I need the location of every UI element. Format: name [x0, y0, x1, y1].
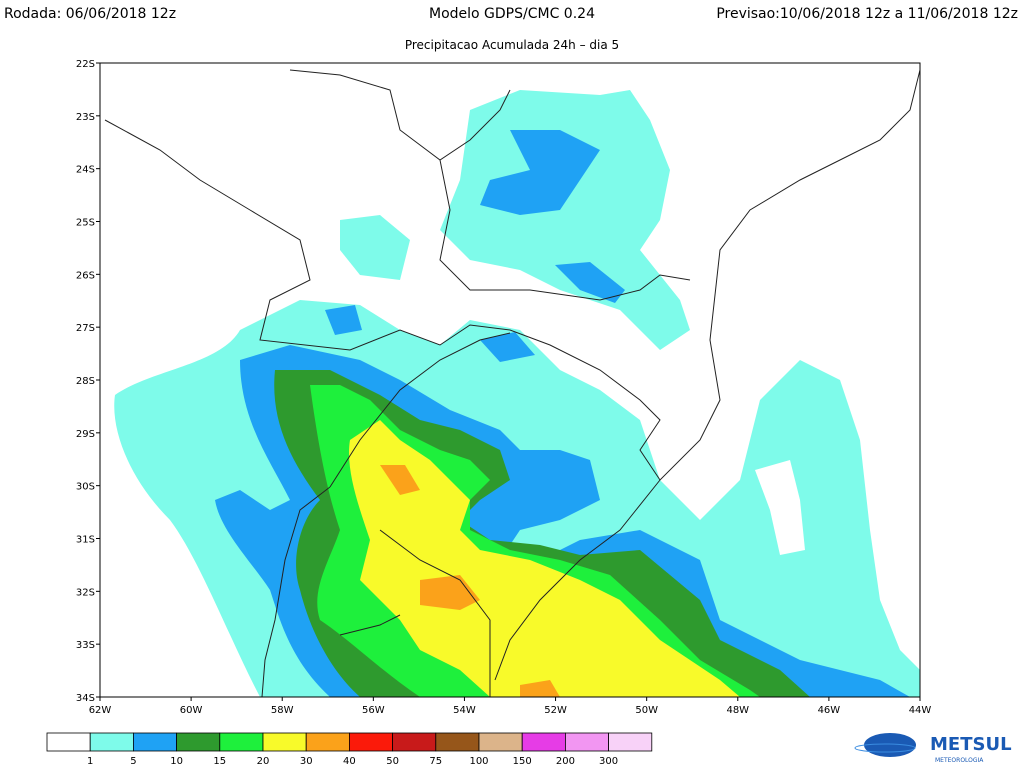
subtitle: Precipitacao Acumulada 24h – dia 5	[405, 38, 619, 52]
precip-field	[104, 69, 920, 697]
colorbar-label: 1	[87, 756, 93, 767]
colorbar: 1 5 10 15 20 30 40 50 75 100 150 200 300	[46, 732, 653, 767]
borders	[104, 69, 920, 697]
lat-label: 27S	[76, 323, 95, 334]
colorbar-label: 15	[213, 756, 226, 767]
colorbar-label: 100	[469, 756, 488, 767]
lat-label: 32S	[76, 587, 95, 598]
colorbar-swatch	[521, 732, 566, 752]
lat-label: 26S	[76, 270, 95, 281]
logo-ring	[854, 743, 916, 753]
precip-area	[755, 460, 805, 555]
lat-label: 25S	[76, 218, 95, 229]
run-label: Rodada: 06/06/2018 12z	[4, 6, 176, 22]
logo: METSUL METEOROLOGIA	[854, 733, 1012, 764]
colorbar-swatch	[478, 732, 523, 752]
colorbar-swatch	[392, 732, 437, 752]
colorbar-swatch	[565, 732, 610, 752]
colorbar-label: 150	[513, 756, 532, 767]
colorbar-label: 30	[300, 756, 313, 767]
precip-area	[480, 332, 535, 362]
colorbar-swatch	[176, 732, 221, 752]
lon-label: 60W	[180, 705, 203, 716]
precip-area	[420, 575, 480, 610]
lon-label: 62W	[89, 705, 112, 716]
colorbar-label: 50	[386, 756, 399, 767]
colorbar-swatch	[132, 732, 177, 752]
lon-label: 56W	[362, 705, 385, 716]
lat-label: 33S	[76, 640, 95, 651]
model-label: Modelo GDPS/CMC 0.24	[429, 6, 595, 22]
colorbar-label: 300	[599, 756, 618, 767]
colorbar-swatch	[89, 732, 134, 752]
precip-area	[349, 420, 740, 697]
lon-label: 50W	[635, 705, 658, 716]
colorbar-swatch	[305, 732, 350, 752]
lon-label: 46W	[818, 705, 841, 716]
lat-label: 31S	[76, 535, 95, 546]
axes: 22S23S24S25S26S27S28S29S30S31S32S33S34S6…	[76, 59, 931, 716]
colorbar-swatch	[219, 732, 264, 752]
lon-label: 54W	[453, 705, 476, 716]
colorbar-swatch	[46, 732, 91, 752]
colorbar-swatch	[435, 732, 480, 752]
colorbar-label: 10	[170, 756, 183, 767]
precip-area	[325, 305, 362, 335]
precip-area	[340, 215, 410, 280]
lat-label: 22S	[76, 59, 95, 70]
colorbar-swatch	[608, 732, 653, 752]
lon-label: 44W	[909, 705, 932, 716]
colorbar-label: 20	[257, 756, 270, 767]
colorbar-swatch	[348, 732, 393, 752]
colorbar-label: 75	[429, 756, 442, 767]
lon-label: 52W	[544, 705, 567, 716]
colorbar-swatch	[262, 732, 307, 752]
colorbar-label: 200	[556, 756, 575, 767]
forecast-label: Previsao:10/06/2018 12z a 11/06/2018 12z	[716, 6, 1018, 22]
lon-label: 48W	[726, 705, 749, 716]
colorbar-label: 40	[343, 756, 356, 767]
lat-label: 23S	[76, 112, 95, 123]
precip-area	[480, 130, 600, 215]
precip-area	[555, 262, 625, 303]
logo-name: METSUL	[930, 734, 1012, 755]
lat-label: 24S	[76, 165, 95, 176]
lat-label: 29S	[76, 429, 95, 440]
colorbar-label: 5	[130, 756, 136, 767]
lat-label: 34S	[76, 693, 95, 704]
precip-area	[380, 465, 420, 495]
lat-label: 28S	[76, 376, 95, 387]
precip-area	[440, 90, 690, 350]
lon-label: 58W	[271, 705, 294, 716]
lat-label: 30S	[76, 482, 95, 493]
logo-tagline: METEOROLOGIA	[935, 757, 984, 764]
precip-area	[520, 680, 560, 697]
